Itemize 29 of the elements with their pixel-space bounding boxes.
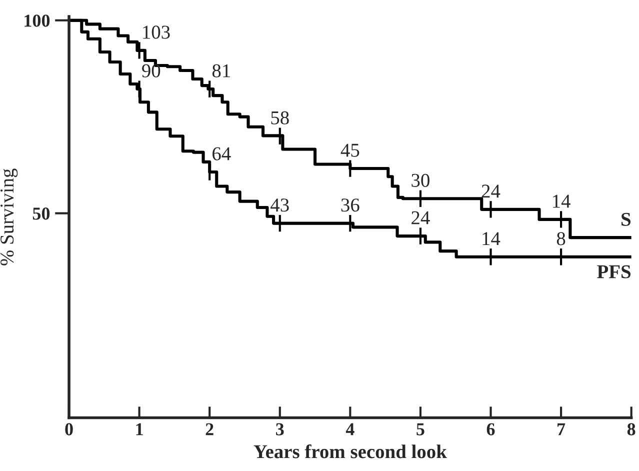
x-axis-title: Years from second look [254, 444, 447, 458]
x-tick-label: 1 [136, 423, 143, 436]
x-tick-label: 8 [627, 423, 636, 436]
y-tick-label: 50 [32, 208, 50, 220]
x-tick-label: 6 [486, 423, 495, 436]
series-label: PFS [597, 265, 631, 278]
x-tick-label: 0 [65, 423, 73, 436]
x-tick-label: 5 [416, 423, 424, 436]
annotation: 45 [340, 144, 360, 157]
annotation: 14 [553, 194, 570, 208]
y-axis-title: % Surviving [0, 168, 18, 266]
annotation: 103 [143, 26, 170, 39]
annotation: 30 [412, 174, 430, 187]
x-tick-label: 2 [206, 423, 214, 436]
annotation: 58 [271, 111, 289, 124]
annotation: 24 [412, 211, 430, 224]
x-tick-label: 3 [276, 423, 284, 436]
x-tick-label: 7 [558, 423, 566, 436]
y-tick-label: 100 [24, 14, 50, 27]
annotation: 36 [341, 198, 360, 212]
x-tick-label: 4 [346, 423, 354, 436]
annotation: 24 [482, 184, 500, 198]
annotation: 14 [482, 232, 500, 246]
annotation: 90 [142, 64, 160, 78]
annotation: 8 [556, 232, 566, 246]
annotation: 81 [212, 64, 230, 78]
annotation: 64 [212, 147, 231, 160]
series-label: S [622, 212, 631, 226]
annotation: 43 [270, 198, 289, 212]
